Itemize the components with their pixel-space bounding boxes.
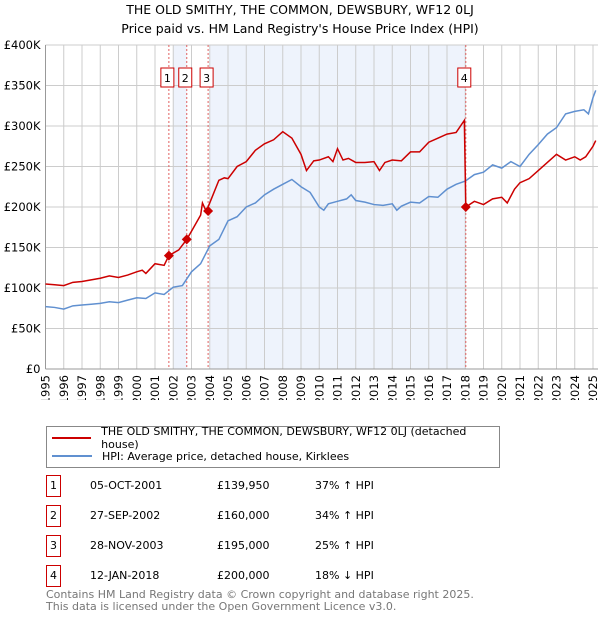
x-tick-label: 2016 [422, 375, 436, 400]
transaction-hpi: 34% ↑ HPI [315, 509, 374, 522]
x-tick-label: 1999 [112, 375, 126, 400]
transaction-date: 12-JAN-2018 [90, 569, 160, 582]
x-tick-label: 2017 [440, 375, 454, 400]
transaction-hpi: 37% ↑ HPI [315, 479, 374, 492]
property-price-line [45, 117, 597, 287]
x-tick-label: 2024 [568, 375, 582, 400]
sale-label-box [160, 67, 175, 88]
transaction-marker: 3 [46, 535, 61, 557]
x-tick-label: 2013 [367, 375, 381, 400]
legend-item-hpi: HPI: Average price, detached house, Kirk… [52, 448, 349, 464]
legend-label: HPI: Average price, detached house, Kirk… [102, 449, 350, 463]
x-tick-label: 2011 [331, 375, 345, 400]
x-tick-label: 2009 [294, 375, 308, 400]
y-tick-label: £350K [4, 79, 41, 93]
y-tick-label: £200K [4, 200, 41, 214]
y-tick-label: £300K [4, 119, 41, 133]
y-tick-label: £0 [26, 362, 41, 376]
x-tick-label: 1998 [93, 375, 107, 400]
footer-copyright: Contains HM Land Registry data © Crown c… [46, 588, 474, 601]
x-tick-label: 2005 [221, 375, 235, 400]
footer-licence: This data is licensed under the Open Gov… [46, 600, 397, 613]
transaction-price: £200,000 [217, 569, 270, 582]
sale-point [460, 202, 471, 212]
transaction-price: £139,950 [217, 479, 270, 492]
transaction-price: £160,000 [217, 509, 270, 522]
legend-item-property: THE OLD SMITHY, THE COMMON, DEWSBURY, WF… [52, 425, 499, 451]
transaction-marker: 1 [46, 475, 61, 497]
x-tick-label: 2004 [203, 375, 217, 400]
legend-swatch-red [52, 437, 92, 439]
x-tick-label: 2023 [550, 375, 564, 400]
x-tick-label: 2000 [130, 375, 144, 400]
sale-label: 1 [164, 72, 171, 85]
sale-point [203, 206, 214, 217]
x-tick-label: 2021 [513, 375, 527, 400]
x-tick-label: 2008 [276, 375, 290, 400]
price-chart: 1995 1996 1997 1998 1999 2000 2001 2002 2003 2004… [4, 38, 600, 400]
x-tick-label: 2001 [148, 375, 162, 400]
sale-label: 4 [461, 72, 468, 85]
x-tick-label: 1996 [57, 375, 71, 400]
hpi-line [45, 90, 597, 310]
x-tick-label: 1995 [39, 375, 53, 400]
sale-label-box [178, 67, 193, 88]
x-tick-label: 2022 [531, 375, 545, 400]
x-tick-label: 2006 [239, 375, 253, 400]
transaction-price: £195,000 [217, 539, 270, 552]
y-tick-label: £250K [4, 160, 41, 174]
x-tick-label: 2007 [258, 375, 272, 400]
y-tick-label: £400K [4, 38, 41, 52]
x-tick-label: 2010 [312, 375, 326, 400]
transaction-marker: 4 [46, 565, 61, 587]
x-tick-label: 2003 [185, 375, 199, 400]
transaction-marker: 2 [46, 505, 61, 527]
chart-title: THE OLD SMITHY, THE COMMON, DEWSBURY, WF… [126, 2, 474, 17]
x-tick-label: 2014 [385, 375, 399, 400]
legend-swatch-blue [52, 455, 92, 457]
transaction-date: 05-OCT-2001 [90, 479, 163, 492]
sale-label: 3 [203, 72, 210, 85]
x-tick-label: 2018 [458, 375, 472, 400]
x-tick-label: 2002 [166, 375, 180, 400]
x-tick-label: 2020 [495, 375, 509, 400]
y-tick-label: £100K [4, 281, 41, 295]
legend-label: THE OLD SMITHY, THE COMMON, DEWSBURY, WF… [101, 425, 467, 451]
sale-point [181, 234, 192, 245]
x-tick-label: 2025 [586, 375, 600, 400]
x-tick-label: 2012 [349, 375, 363, 400]
chart-subtitle: Price paid vs. HM Land Registry's House … [121, 21, 479, 36]
transaction-hpi: 18% ↓ HPI [315, 569, 374, 582]
sale-point [163, 250, 174, 261]
sale-label-box [457, 67, 472, 88]
sale-label: 2 [182, 72, 189, 85]
x-tick-label: 1997 [75, 375, 89, 400]
y-tick-label: £50K [11, 322, 41, 336]
sale-label-box [199, 67, 214, 88]
transaction-date: 27-SEP-2002 [90, 509, 161, 522]
transaction-date: 28-NOV-2003 [90, 539, 164, 552]
x-tick-label: 2019 [477, 375, 491, 400]
x-tick-label: 2015 [404, 375, 418, 400]
y-tick-label: £150K [4, 241, 41, 255]
legend: THE OLD SMITHY, THE COMMON, DEWSBURY, WF… [46, 425, 500, 468]
transaction-hpi: 25% ↑ HPI [315, 539, 374, 552]
